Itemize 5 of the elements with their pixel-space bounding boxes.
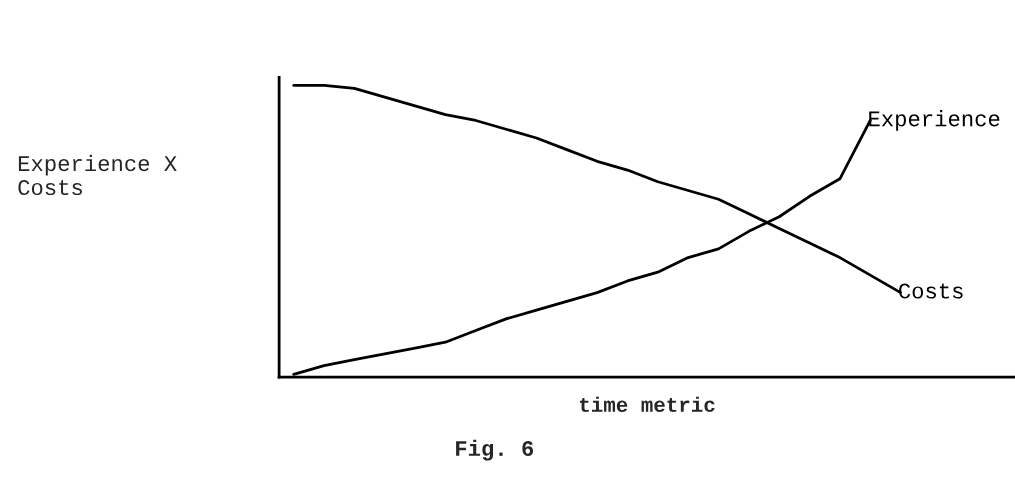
series-label: Experience <box>869 110 1000 131</box>
series-label: Costs <box>899 283 963 299</box>
x-axis-title: time metric <box>579 396 715 412</box>
caption: Fig. 6 <box>456 439 534 461</box>
y-axis-title: Experience X Costs <box>18 154 177 196</box>
